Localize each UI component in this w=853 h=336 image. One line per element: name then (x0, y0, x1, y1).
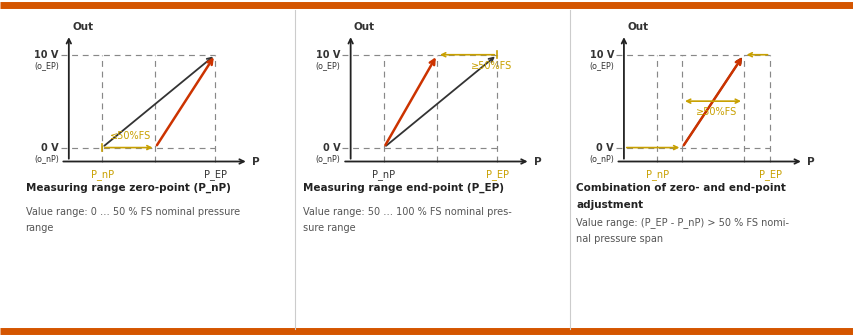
Text: P_nP: P_nP (645, 169, 668, 180)
Text: P_nP: P_nP (372, 169, 395, 180)
Text: adjustment: adjustment (576, 200, 643, 210)
Text: P_EP: P_EP (758, 169, 781, 180)
Text: (o_nP): (o_nP) (589, 154, 613, 163)
Text: Out: Out (353, 23, 374, 33)
Text: P_EP: P_EP (485, 169, 508, 180)
Text: (o_EP): (o_EP) (589, 61, 613, 70)
Text: 10 V: 10 V (589, 50, 613, 60)
Text: Measuring range zero-point (P_nP): Measuring range zero-point (P_nP) (26, 183, 230, 194)
Text: 10 V: 10 V (316, 50, 340, 60)
Text: ≥50%FS: ≥50%FS (695, 107, 736, 117)
Text: 10 V: 10 V (34, 50, 59, 60)
Text: nal pressure span: nal pressure span (576, 234, 663, 244)
Text: Out: Out (626, 23, 647, 33)
Text: (o_nP): (o_nP) (34, 154, 59, 163)
Text: (o_EP): (o_EP) (316, 61, 340, 70)
Text: 0 V: 0 V (595, 142, 613, 153)
Text: ≤50%FS: ≤50%FS (110, 131, 151, 141)
Text: Value range: (P_EP - P_nP) > 50 % FS nomi-: Value range: (P_EP - P_nP) > 50 % FS nom… (576, 217, 788, 227)
Text: (o_nP): (o_nP) (316, 154, 340, 163)
Text: (o_EP): (o_EP) (34, 61, 59, 70)
Text: P: P (533, 157, 541, 167)
Text: ≥50%FS: ≥50%FS (470, 61, 511, 71)
Text: P: P (806, 157, 814, 167)
Text: range: range (26, 223, 54, 234)
Text: 0 V: 0 V (322, 142, 340, 153)
Text: Measuring range end-point (P_EP): Measuring range end-point (P_EP) (303, 183, 503, 194)
Text: P: P (252, 157, 259, 167)
Text: Out: Out (72, 23, 93, 33)
Text: P_nP: P_nP (90, 169, 113, 180)
Text: sure range: sure range (303, 223, 356, 234)
Text: Value range: 50 … 100 % FS nominal pres-: Value range: 50 … 100 % FS nominal pres- (303, 207, 511, 217)
Text: Combination of zero- and end-point: Combination of zero- and end-point (576, 183, 786, 193)
Text: P_EP: P_EP (204, 169, 227, 180)
Text: Value range: 0 … 50 % FS nominal pressure: Value range: 0 … 50 % FS nominal pressur… (26, 207, 240, 217)
Text: 0 V: 0 V (41, 142, 59, 153)
